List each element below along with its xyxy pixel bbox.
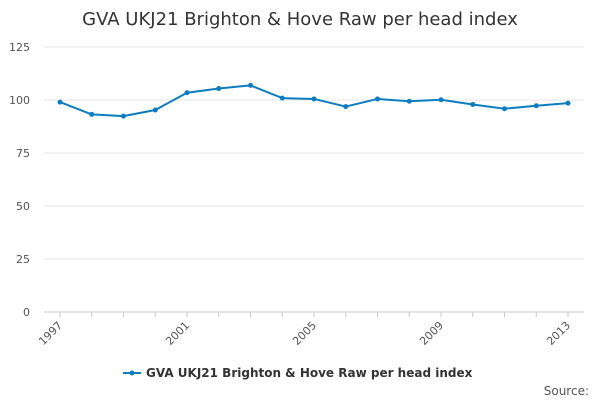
legend-label: GVA UKJ21 Brighton & Hove Raw per head i… (146, 366, 473, 380)
x-tick-label: 1997 (36, 319, 65, 348)
x-tick-label: 2013 (544, 319, 573, 348)
data-point[interactable] (533, 103, 539, 109)
data-point[interactable] (216, 86, 222, 92)
x-tick-label: 2001 (163, 319, 192, 348)
y-tick-label: 50 (16, 200, 30, 213)
data-point[interactable] (343, 104, 349, 110)
y-axis: 0 25 50 75 100 125 (9, 41, 30, 319)
legend-marker (129, 370, 135, 376)
x-tick-label: 2005 (290, 319, 319, 348)
x-axis: 1997 2001 2005 2009 2013 (36, 312, 573, 348)
data-point[interactable] (248, 82, 253, 88)
y-tick-label: 125 (9, 41, 30, 54)
x-tick-label: 2009 (417, 319, 446, 348)
y-tick-label: 0 (23, 306, 30, 319)
data-point[interactable] (152, 107, 158, 113)
data-point[interactable] (438, 97, 444, 103)
gridlines (44, 46, 584, 313)
y-tick-label: 25 (16, 253, 30, 266)
y-tick-label: 100 (9, 94, 30, 107)
legend[interactable]: GVA UKJ21 Brighton & Hove Raw per head i… (123, 366, 473, 380)
source-label: Source: (544, 384, 589, 398)
data-point[interactable] (375, 96, 380, 102)
data-point[interactable] (311, 96, 317, 102)
data-point[interactable] (470, 101, 476, 107)
y-tick-label: 75 (16, 147, 30, 160)
data-point[interactable] (89, 111, 95, 117)
data-point[interactable] (279, 95, 285, 101)
data-point[interactable] (406, 98, 412, 104)
chart-title: GVA UKJ21 Brighton & Hove Raw per head i… (82, 9, 518, 30)
series-layer (57, 82, 571, 119)
data-point[interactable] (502, 106, 507, 112)
data-point[interactable] (184, 90, 190, 96)
data-point[interactable] (121, 113, 126, 119)
data-point[interactable] (565, 100, 571, 106)
data-point[interactable] (57, 99, 63, 105)
